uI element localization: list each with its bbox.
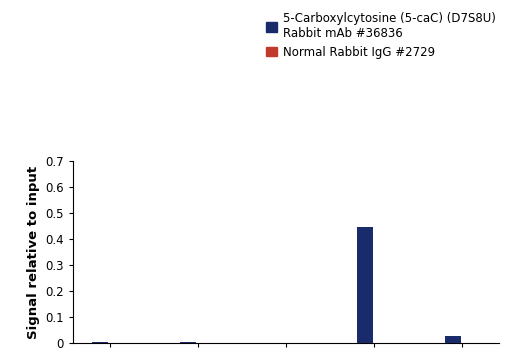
Bar <box>445 336 461 343</box>
Bar <box>357 227 373 343</box>
Bar <box>180 342 196 343</box>
Legend: 5-Carboxylcytosine (5-caC) (D7S8U)
Rabbit mAb #36836, Normal Rabbit IgG #2729: 5-Carboxylcytosine (5-caC) (D7S8U) Rabbi… <box>263 9 499 61</box>
Y-axis label: Signal relative to input: Signal relative to input <box>27 166 40 338</box>
Bar <box>92 342 108 343</box>
